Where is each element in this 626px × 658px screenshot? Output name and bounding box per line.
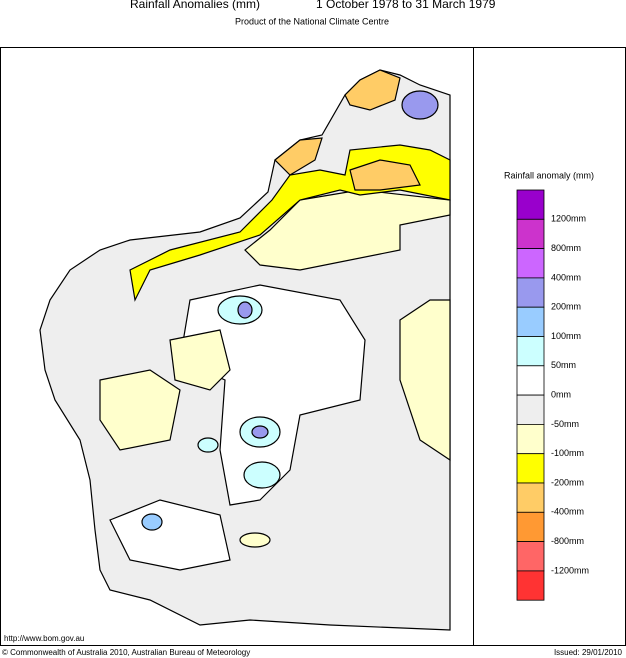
- legend-label: 400mm: [551, 272, 581, 282]
- legend-label: -100mm: [551, 448, 584, 458]
- legend-label: -50mm: [551, 419, 579, 429]
- light-yellow-mid: [169, 329, 231, 391]
- footer-copyright: © Commonwealth of Australia 2010, Austra…: [2, 648, 250, 657]
- legend-swatch: [516, 277, 545, 308]
- legend-swatch: [516, 453, 545, 484]
- legend: 1200mm 800mm 400mm 200mm 100mm 50mm 0mm -50mm -1…: [516, 189, 589, 601]
- orange-north: [344, 69, 401, 111]
- legend-label: -400mm: [551, 507, 584, 517]
- light-yellow-west: [99, 369, 181, 451]
- cyan-3: [243, 461, 281, 489]
- legend-label: 1200mm: [551, 214, 586, 224]
- legend-label: -1200mm: [551, 565, 589, 575]
- legend-label: 100mm: [551, 331, 581, 341]
- legend-label: 200mm: [551, 302, 581, 312]
- white-south: [109, 499, 231, 571]
- blue-high: [401, 90, 439, 120]
- legend-swatch: [516, 541, 545, 572]
- legend-swatch: [516, 570, 545, 601]
- light-yellow-north: [244, 189, 451, 271]
- subtitle: Product of the National Climate Centre: [235, 16, 389, 26]
- legend-swatch: [516, 511, 545, 542]
- legend-swatch: [516, 336, 545, 367]
- legend-swatch: [516, 365, 545, 396]
- orange-patch: [274, 137, 323, 176]
- cyan-4: [141, 513, 163, 531]
- white-region: [179, 284, 366, 506]
- cyan-5: [197, 437, 219, 453]
- footer-issued: Issued: 29/01/2010: [554, 648, 623, 657]
- legend-label: -800mm: [551, 536, 584, 546]
- legend-label: 50mm: [551, 360, 576, 370]
- period: 1 October 1978 to 31 March 1979: [316, 0, 496, 11]
- light-yellow-s: [239, 532, 271, 548]
- legend-swatch: [516, 482, 545, 513]
- legend-label: -200mm: [551, 477, 584, 487]
- map: [39, 69, 451, 631]
- blue-2: [251, 425, 269, 439]
- legend-frame: [473, 47, 626, 646]
- legend-swatch: [516, 306, 545, 337]
- blue-1: [237, 301, 253, 319]
- light-yellow-east: [399, 299, 451, 462]
- legend-title: Rainfall anomaly (mm): [504, 170, 594, 180]
- legend-swatch: [516, 423, 545, 455]
- legend-swatch: [516, 248, 545, 279]
- legend-swatch: [516, 218, 545, 250]
- legend-swatch: [516, 394, 545, 425]
- footer-url: http://www.bom.gov.au: [4, 634, 84, 643]
- legend-swatch: [516, 189, 545, 220]
- title: Rainfall Anomalies (mm): [130, 0, 260, 11]
- legend-label: 0mm: [551, 389, 571, 399]
- legend-label: 800mm: [551, 243, 581, 253]
- orange-east: [349, 159, 421, 191]
